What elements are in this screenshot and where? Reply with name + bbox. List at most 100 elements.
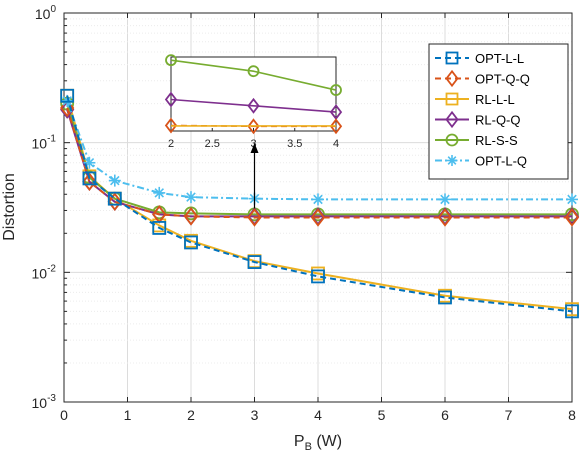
data-point-asterisk bbox=[439, 193, 451, 206]
zoom-arrow-head bbox=[250, 143, 259, 153]
series-line bbox=[66, 100, 572, 201]
data-point-diamond bbox=[247, 208, 262, 227]
series-line bbox=[66, 109, 572, 218]
data-point-square bbox=[565, 304, 579, 319]
data-point-diamond bbox=[329, 118, 343, 135]
y-tick-label: 100 bbox=[35, 4, 57, 22]
data-point-diamond bbox=[310, 208, 326, 227]
y-tick-label: 10-3 bbox=[32, 393, 57, 411]
data-point-diamond bbox=[437, 208, 453, 227]
x-tick-label: 6 bbox=[441, 407, 449, 423]
legend-entry-opt-l-q: OPT-L-Q bbox=[435, 154, 527, 169]
asterisk-stroke bbox=[154, 188, 165, 198]
data-point-square bbox=[247, 255, 262, 269]
data-point-diamond bbox=[107, 192, 122, 212]
data-point-diamond bbox=[445, 69, 459, 88]
inset-series-line bbox=[170, 59, 337, 91]
data-point-circle bbox=[330, 84, 342, 96]
data-point-square bbox=[107, 191, 122, 206]
data-point-asterisk bbox=[83, 156, 96, 169]
inset-x-tick-label: 3 bbox=[250, 138, 256, 150]
y-tick-label: 10-1 bbox=[32, 134, 57, 152]
data-point-square bbox=[445, 92, 459, 106]
x-tick-label: 0 bbox=[60, 407, 68, 423]
data-point-asterisk bbox=[312, 193, 324, 206]
series-opt-l-l bbox=[60, 88, 579, 319]
legend-label: OPT-L-Q bbox=[475, 154, 527, 169]
x-tick-label: 4 bbox=[314, 407, 322, 423]
legend-label: RL-Q-Q bbox=[475, 113, 521, 128]
legend-entry-opt-q-q: OPT-Q-Q bbox=[435, 69, 530, 88]
inset-x-tick-label: 4 bbox=[333, 138, 339, 150]
inset-series-line bbox=[170, 98, 337, 113]
y-tick-label-exponent: -3 bbox=[47, 393, 56, 404]
data-point-diamond bbox=[164, 117, 178, 134]
data-point-square bbox=[60, 88, 75, 103]
data-point-asterisk bbox=[446, 155, 458, 166]
data-point-diamond bbox=[247, 97, 260, 114]
data-point-square bbox=[184, 235, 198, 250]
x-axis-title-unit: (W) bbox=[312, 433, 342, 450]
y-tick-label-base: 10 bbox=[35, 6, 51, 22]
x-tick-label: 1 bbox=[124, 407, 132, 423]
asterisk-stroke bbox=[110, 175, 120, 186]
legend-entry-rl-l-l: RL-L-L bbox=[435, 92, 515, 107]
legend-entry-rl-q-q: RL-Q-Q bbox=[435, 110, 521, 129]
x-tick-label: 5 bbox=[378, 407, 386, 423]
inset-x-tick-label: 3.5 bbox=[287, 138, 302, 150]
y-tick-label-base: 10 bbox=[32, 395, 48, 411]
inset-x-tick-label: 2.5 bbox=[205, 138, 220, 150]
data-point-square bbox=[82, 171, 97, 186]
legend-label: OPT-Q-Q bbox=[475, 72, 530, 87]
data-point-diamond bbox=[82, 172, 97, 191]
y-axis-title: Distortion bbox=[1, 173, 18, 241]
x-tick-label: 3 bbox=[251, 407, 259, 423]
data-point-asterisk bbox=[185, 191, 197, 204]
series-opt-q-q bbox=[60, 98, 580, 227]
data-point-circle bbox=[247, 65, 260, 78]
data-point-asterisk bbox=[153, 186, 166, 199]
data-point-diamond bbox=[445, 110, 459, 129]
data-point-asterisk bbox=[566, 193, 578, 206]
zoom-arrow bbox=[250, 143, 259, 209]
x-tick-label: 7 bbox=[505, 407, 513, 423]
data-point-diamond bbox=[247, 118, 260, 135]
asterisk-stroke bbox=[447, 156, 457, 165]
x-axis-title-main: P bbox=[294, 433, 305, 450]
data-point-asterisk bbox=[108, 174, 121, 187]
y-tick-label-exponent: -2 bbox=[47, 263, 56, 274]
asterisk-stroke bbox=[186, 192, 196, 202]
asterisk-stroke bbox=[567, 194, 577, 205]
data-point-square bbox=[152, 221, 167, 235]
x-tick-label: 8 bbox=[568, 407, 576, 423]
data-point-circle bbox=[445, 133, 459, 147]
series-line bbox=[66, 95, 573, 313]
x-axis-title: PB (W) bbox=[294, 433, 342, 453]
data-point-diamond bbox=[164, 91, 178, 108]
inset-x-tick-label: 2 bbox=[168, 138, 174, 150]
data-point-diamond bbox=[60, 98, 75, 118]
y-tick-label: 10-2 bbox=[32, 263, 57, 281]
data-point-square bbox=[311, 269, 325, 284]
y-tick-label-exponent: 0 bbox=[50, 4, 56, 15]
x-axis-ticks: 0 1 2 3 4 5 6 7 8 bbox=[60, 13, 576, 423]
y-tick-label-exponent: -1 bbox=[47, 134, 56, 145]
legend: OPT-L-L OPT-Q-Q RL-L-L RL-Q-Q RL-S-S OPT-L-Q bbox=[428, 43, 569, 180]
y-tick-label-base: 10 bbox=[32, 136, 48, 152]
asterisk-stroke bbox=[440, 194, 450, 205]
inset-plot: 2 2.5 3 3.5 4 bbox=[164, 54, 343, 150]
data-point-diamond bbox=[564, 208, 580, 227]
data-point-square bbox=[445, 51, 459, 65]
legend-entry-opt-l-l: OPT-L-L bbox=[435, 51, 524, 66]
legend-label: RL-S-S bbox=[475, 133, 518, 148]
legend-label: OPT-L-L bbox=[475, 51, 524, 66]
y-tick-label-base: 10 bbox=[32, 265, 48, 281]
data-point-square bbox=[438, 290, 452, 305]
asterisk-stroke bbox=[313, 194, 323, 205]
legend-label: RL-L-L bbox=[475, 92, 515, 107]
x-axis-title-sub: B bbox=[305, 441, 312, 453]
inset-series-rl-s-s bbox=[165, 54, 342, 96]
series-layer bbox=[60, 88, 580, 319]
data-point-circle bbox=[165, 54, 177, 67]
